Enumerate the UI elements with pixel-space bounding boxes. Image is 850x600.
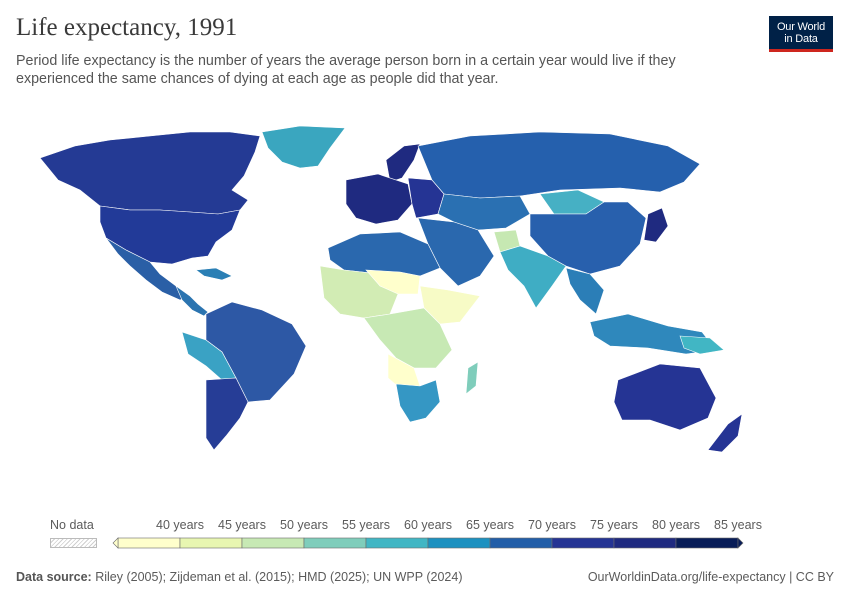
legend-tick-label: 60 years (404, 518, 452, 532)
region-sahel[interactable] (365, 269, 421, 295)
region-southeast-asia[interactable] (565, 267, 605, 315)
region-russia[interactable] (417, 131, 701, 199)
legend-no-data-label: No data (50, 518, 94, 532)
legend-bin-7[interactable] (551, 537, 615, 549)
logo-line-1: Our World (776, 21, 826, 33)
legend-bin-0[interactable] (117, 537, 181, 549)
region-greenland[interactable] (261, 125, 346, 169)
region-canada-alaska[interactable] (39, 131, 261, 215)
legend-bin-2[interactable] (241, 537, 305, 549)
legend-tick-label: 45 years (218, 518, 266, 532)
data-source-label: Data source: (16, 570, 92, 584)
map-legend: No data 40 years 45 years 50 years 55 years… (0, 512, 850, 552)
legend-arrow-left (112, 537, 119, 549)
legend-arrow-right (737, 537, 744, 549)
legend-bin-9[interactable] (675, 537, 739, 549)
region-japan-korea[interactable] (643, 207, 669, 243)
legend-color-bar[interactable] (0, 536, 850, 550)
region-central-africa[interactable] (363, 307, 453, 369)
legend-tick-label: 70 years (528, 518, 576, 532)
region-new-zealand[interactable] (707, 413, 743, 453)
chart-subtitle: Period life expectancy is the number of … (16, 53, 676, 87)
legend-tick-label: 40 years (156, 518, 204, 532)
legend-no-data-swatch (50, 538, 97, 548)
region-central-asia[interactable] (437, 193, 531, 231)
logo-line-2: in Data (784, 33, 818, 45)
legend-tick-label: 65 years (466, 518, 514, 532)
region-southern-cone[interactable] (205, 377, 249, 451)
legend-bin-6[interactable] (489, 537, 553, 549)
data-source: Data source: Riley (2005); Zijdeman et a… (16, 570, 463, 584)
owid-logo[interactable]: Our World in Data (769, 16, 833, 52)
legend-bin-3[interactable] (303, 537, 367, 549)
legend-tick-label: 80 years (652, 518, 700, 532)
region-china[interactable] (529, 201, 647, 275)
region-india[interactable] (499, 245, 567, 309)
region-southern-africa[interactable] (395, 379, 441, 423)
legend-bin-8[interactable] (613, 537, 677, 549)
legend-bin-4[interactable] (365, 537, 429, 549)
region-madagascar[interactable] (465, 361, 479, 395)
region-central-america[interactable] (175, 285, 209, 317)
owid-link[interactable]: OurWorldinData.org/life-expectancy | CC … (587, 570, 834, 584)
legend-tick-label: 55 years (342, 518, 390, 532)
region-western-europe[interactable] (345, 173, 413, 225)
region-scandinavia[interactable] (385, 143, 421, 183)
data-source-text: Riley (2005); Zijdeman et al. (2015); HM… (95, 570, 463, 584)
legend-tick-label: 50 years (280, 518, 328, 532)
legend-tick-label: 75 years (590, 518, 638, 532)
chart-title: Life expectancy, 1991 (16, 14, 238, 41)
world-map[interactable] (0, 118, 850, 458)
legend-bin-5[interactable] (427, 537, 491, 549)
region-papua-new-guinea[interactable] (679, 335, 725, 355)
region-caribbean[interactable] (195, 267, 233, 281)
legend-tick-label: 85 years (714, 518, 762, 532)
region-australia[interactable] (613, 363, 717, 431)
region-north-africa[interactable] (327, 231, 441, 277)
legend-bin-1[interactable] (179, 537, 243, 549)
